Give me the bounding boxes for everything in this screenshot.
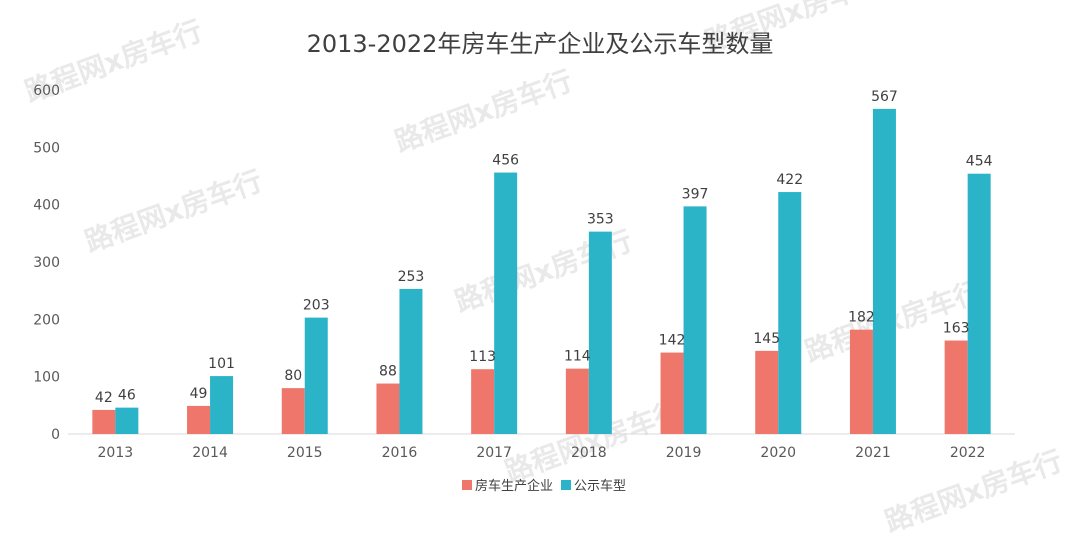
- bar-companies: [187, 405, 211, 434]
- x-tick-label: 2018: [571, 445, 607, 461]
- bar-companies: [849, 329, 873, 434]
- bar-models: [683, 206, 707, 434]
- data-label: 203: [303, 298, 330, 314]
- y-tick-label: 200: [33, 312, 60, 328]
- y-tick-label: 500: [33, 140, 60, 156]
- data-label: 567: [871, 89, 898, 105]
- data-label: 182: [848, 310, 875, 326]
- data-label: 163: [943, 321, 970, 337]
- data-label: 101: [208, 356, 235, 372]
- x-tick-label: 2016: [382, 445, 418, 461]
- x-tick-label: 2014: [192, 445, 228, 461]
- bar-models: [872, 108, 896, 435]
- data-label: 49: [190, 386, 208, 402]
- x-tick-label: 2015: [287, 445, 323, 461]
- bar-companies: [376, 383, 400, 434]
- x-tick-label: 2022: [950, 445, 986, 461]
- data-label: 46: [118, 388, 136, 404]
- y-tick-label: 300: [33, 255, 60, 271]
- x-tick-label: 2013: [98, 445, 134, 461]
- y-tick-label: 600: [33, 83, 60, 99]
- bar-chart: 2013-2022年房车生产企业及公示车型数量 0 100 200 300 400 500…: [33, 30, 1015, 494]
- y-tick-label: 400: [33, 198, 60, 214]
- bar-companies: [565, 368, 589, 434]
- chart-title: 2013-2022年房车生产企业及公示车型数量: [307, 30, 774, 58]
- bar-models: [494, 172, 518, 434]
- x-tick-label: 2021: [855, 445, 891, 461]
- bar-models: [588, 231, 612, 434]
- data-label: 80: [284, 368, 302, 384]
- data-labels-layer: 42 49 80 88 113 114 142 145 182 163 46 101 203 253 456…: [95, 89, 993, 406]
- legend-label: 房车生产企业: [475, 478, 553, 494]
- x-tick-label: 2019: [666, 445, 702, 461]
- legend-label: 公示车型: [574, 478, 626, 494]
- bar-models: [967, 173, 991, 434]
- bar-models: [399, 288, 423, 434]
- bar-models: [115, 407, 139, 434]
- data-label: 114: [564, 349, 591, 365]
- x-tick-label: 2020: [760, 445, 796, 461]
- data-label: 42: [95, 390, 113, 406]
- bar-models: [778, 192, 802, 434]
- bar-models: [304, 317, 328, 434]
- legend-swatch: [561, 480, 571, 490]
- data-label: 397: [682, 186, 709, 202]
- data-label: 145: [753, 331, 780, 347]
- data-label: 113: [469, 349, 496, 365]
- data-label: 88: [379, 364, 397, 380]
- legend-swatch: [462, 480, 472, 490]
- data-label: 456: [492, 153, 519, 169]
- bar-companies: [281, 388, 305, 434]
- legend: 房车生产企业 公示车型: [462, 478, 626, 494]
- data-label: 253: [398, 269, 425, 285]
- bar-companies: [92, 409, 116, 434]
- data-label: 454: [966, 154, 993, 170]
- bar-companies: [660, 352, 684, 434]
- bar-models: [210, 376, 234, 434]
- x-tick-label: 2017: [476, 445, 512, 461]
- data-label: 422: [776, 172, 803, 188]
- bar-companies: [755, 350, 779, 434]
- bar-companies: [944, 340, 968, 434]
- data-label: 353: [587, 212, 614, 228]
- y-tick-label: 0: [51, 427, 60, 443]
- bars-layer: [92, 108, 991, 435]
- bar-companies: [471, 369, 495, 434]
- y-tick-label: 100: [33, 370, 60, 386]
- data-label: 142: [659, 333, 686, 349]
